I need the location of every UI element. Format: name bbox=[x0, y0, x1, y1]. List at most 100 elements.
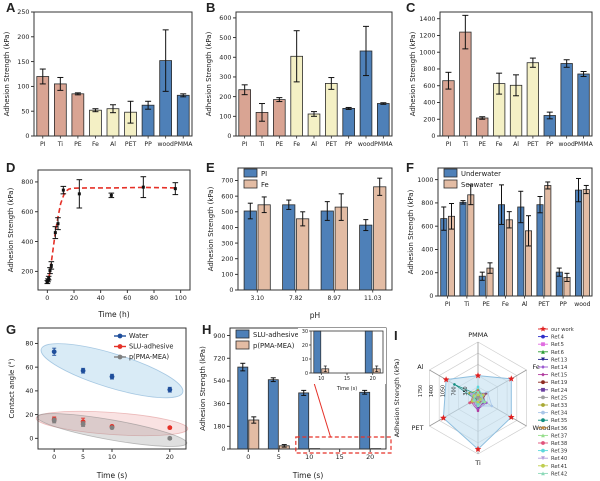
svg-text:80: 80 bbox=[25, 340, 33, 348]
svg-text:400: 400 bbox=[421, 246, 433, 254]
svg-text:Ref.25: Ref.25 bbox=[551, 395, 567, 401]
svg-text:Adhesion Strength (kPa): Adhesion Strength (kPa) bbox=[393, 359, 401, 438]
svg-text:10: 10 bbox=[108, 453, 116, 461]
svg-text:0: 0 bbox=[429, 292, 433, 300]
svg-text:Ref.38: Ref.38 bbox=[551, 441, 567, 447]
svg-text:PP: PP bbox=[144, 141, 152, 148]
svg-text:700: 700 bbox=[452, 386, 458, 395]
svg-text:PET: PET bbox=[125, 141, 137, 148]
svg-text:PI: PI bbox=[40, 141, 46, 148]
svg-text:3.10: 3.10 bbox=[250, 295, 264, 302]
svg-text:Ti: Ti bbox=[57, 141, 64, 148]
svg-text:600: 600 bbox=[219, 14, 231, 22]
svg-text:Ref.35: Ref.35 bbox=[551, 418, 567, 424]
svg-text:20: 20 bbox=[370, 376, 376, 382]
svg-text:1000: 1000 bbox=[417, 176, 433, 184]
svg-text:15: 15 bbox=[336, 453, 344, 461]
svg-text:Ref.42: Ref.42 bbox=[551, 471, 567, 477]
svg-text:Ref.37: Ref.37 bbox=[551, 433, 567, 439]
svg-text:Ref.15: Ref.15 bbox=[551, 373, 567, 379]
svg-text:200: 200 bbox=[421, 269, 433, 277]
panel-i-label: I bbox=[394, 328, 398, 343]
svg-text:0: 0 bbox=[227, 132, 231, 140]
svg-text:400: 400 bbox=[221, 224, 233, 232]
svg-text:100: 100 bbox=[17, 83, 29, 91]
svg-text:Adhesion Strength (kPa): Adhesion Strength (kPa) bbox=[207, 186, 215, 271]
svg-text:900: 900 bbox=[213, 332, 225, 340]
panel-b-chart: PI Ti PE Fe Al PET PP wood PMMA 0 100 200 300 400 500 6… bbox=[205, 11, 393, 148]
svg-text:20: 20 bbox=[302, 343, 308, 349]
svg-text:PI: PI bbox=[261, 170, 267, 178]
svg-text:500: 500 bbox=[221, 208, 233, 216]
svg-text:720: 720 bbox=[213, 354, 225, 362]
svg-text:20: 20 bbox=[166, 453, 174, 461]
svg-text:10: 10 bbox=[318, 376, 324, 382]
svg-text:7.82: 7.82 bbox=[289, 295, 303, 302]
svg-text:400: 400 bbox=[21, 238, 33, 246]
svg-text:50: 50 bbox=[21, 107, 29, 115]
svg-text:wood: wood bbox=[358, 141, 374, 148]
panel-g-chart: 0 20 40 60 80 0 5 10 20 Contact angle (°) Time (s)… bbox=[8, 327, 189, 480]
svg-text:Time (s): Time (s) bbox=[292, 471, 324, 480]
panel-a-chart: PI Ti PE Fe Al PET PP wood PMMA 0 50 100 150 200 250 Ad… bbox=[3, 8, 193, 148]
svg-text:PP: PP bbox=[559, 301, 567, 308]
svg-text:Fe: Fe bbox=[92, 141, 99, 148]
svg-text:Fe: Fe bbox=[502, 301, 509, 308]
svg-text:Ti: Ti bbox=[463, 301, 470, 308]
panel-d-label: D bbox=[6, 160, 16, 175]
svg-text:PMMA: PMMA bbox=[174, 141, 193, 148]
svg-text:200: 200 bbox=[21, 268, 33, 276]
panel-c-chart: PI Ti PE Fe Al PET PP wood PMMA 0 200 400 600 800 1000… bbox=[409, 11, 594, 148]
svg-text:Underwater: Underwater bbox=[461, 170, 501, 178]
svg-text:60: 60 bbox=[123, 294, 131, 302]
svg-text:360: 360 bbox=[213, 400, 225, 408]
svg-text:PI: PI bbox=[445, 301, 451, 308]
svg-text:30: 30 bbox=[302, 329, 308, 335]
svg-text:PP: PP bbox=[546, 141, 554, 148]
svg-text:Time (h): Time (h) bbox=[97, 310, 129, 319]
svg-text:Ti: Ti bbox=[258, 141, 265, 148]
svg-text:Al: Al bbox=[522, 301, 528, 308]
svg-text:600: 600 bbox=[21, 208, 33, 216]
svg-text:Fe: Fe bbox=[532, 363, 539, 371]
svg-text:PE: PE bbox=[276, 141, 284, 148]
svg-text:Fe: Fe bbox=[293, 141, 300, 148]
svg-text:Adhesion Strength (kPa): Adhesion Strength (kPa) bbox=[409, 31, 417, 116]
svg-text:800: 800 bbox=[21, 178, 33, 186]
svg-text:1750: 1750 bbox=[418, 385, 424, 397]
svg-text:Adhesion Strength (kPa): Adhesion Strength (kPa) bbox=[205, 31, 213, 116]
svg-text:100: 100 bbox=[221, 271, 233, 279]
svg-text:1000: 1000 bbox=[419, 48, 435, 56]
svg-text:20: 20 bbox=[70, 294, 78, 302]
svg-text:Adhesion Strength (kPa): Adhesion Strength (kPa) bbox=[199, 346, 207, 431]
svg-text:400: 400 bbox=[423, 99, 435, 107]
panel-e-chart: 3.10 7.82 8.97 11.03 0 100 200 300 400 500 600 700 A… bbox=[207, 167, 393, 320]
svg-text:Contact angle (°): Contact angle (°) bbox=[8, 358, 16, 418]
svg-text:Ref.40: Ref.40 bbox=[551, 456, 567, 462]
svg-text:PMMA: PMMA bbox=[574, 141, 593, 148]
svg-text:Al: Al bbox=[417, 363, 423, 371]
panel-c-label: C bbox=[406, 0, 416, 15]
svg-text:Time (s): Time (s) bbox=[336, 386, 357, 392]
svg-text:350: 350 bbox=[463, 386, 469, 395]
svg-text:500: 500 bbox=[219, 34, 231, 42]
svg-text:1400: 1400 bbox=[419, 15, 435, 23]
svg-text:our work: our work bbox=[551, 327, 574, 333]
svg-text:PE: PE bbox=[74, 141, 82, 148]
svg-text:PET: PET bbox=[527, 141, 539, 148]
svg-text:Ref.19: Ref.19 bbox=[551, 380, 567, 386]
panel-g-label: G bbox=[6, 322, 17, 337]
svg-text:200: 200 bbox=[17, 33, 29, 41]
svg-text:Adhesion Strength (kPa): Adhesion Strength (kPa) bbox=[407, 189, 415, 274]
svg-text:Water: Water bbox=[129, 332, 149, 340]
svg-text:PI: PI bbox=[446, 141, 452, 148]
svg-text:400: 400 bbox=[219, 53, 231, 61]
svg-text:5: 5 bbox=[277, 453, 281, 461]
svg-text:0: 0 bbox=[229, 286, 233, 294]
svg-text:Ref.5: Ref.5 bbox=[551, 342, 564, 348]
panel-a: A PI Ti PE Fe Al PET PP wood PMMA 0 50 100 150 200 250… bbox=[0, 0, 200, 160]
svg-text:1400: 1400 bbox=[429, 385, 435, 397]
svg-text:Ref.34: Ref.34 bbox=[551, 411, 568, 417]
svg-text:11.03: 11.03 bbox=[364, 295, 382, 302]
panel-e-label: E bbox=[206, 160, 215, 175]
